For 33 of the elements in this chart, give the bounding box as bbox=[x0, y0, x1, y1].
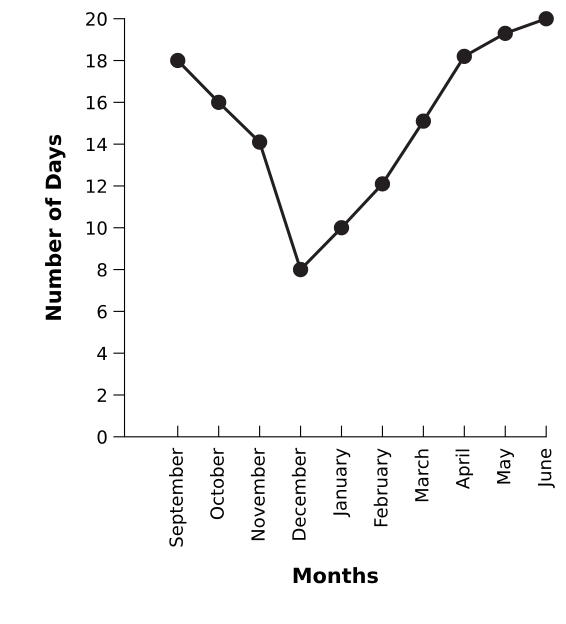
point bbox=[252, 134, 268, 150]
y-tick-label: 6 bbox=[98, 304, 107, 318]
x-tick-label: April bbox=[456, 450, 474, 490]
point bbox=[498, 26, 513, 41]
point bbox=[374, 176, 390, 192]
y-tick-label: 8 bbox=[98, 263, 107, 277]
x-tick-label: June bbox=[538, 448, 555, 488]
y-tick-label: 18 bbox=[86, 54, 107, 68]
point bbox=[170, 52, 186, 68]
y-tick-label: 2 bbox=[98, 388, 106, 402]
y-tick-label: 20 bbox=[86, 12, 107, 26]
x-axis-title: Months bbox=[294, 567, 378, 584]
y-tick-label: 12 bbox=[86, 179, 106, 193]
y-tick-label: 16 bbox=[86, 96, 107, 110]
x-tick-label: September bbox=[169, 448, 186, 547]
point bbox=[416, 114, 432, 129]
y-tick-label: 0 bbox=[98, 430, 107, 444]
x-tick-label: May bbox=[497, 448, 514, 484]
x-tick-label: December bbox=[292, 448, 306, 540]
point bbox=[334, 220, 350, 236]
x-tick-label: October bbox=[210, 448, 224, 520]
point bbox=[456, 48, 472, 64]
y-axis-title: Number of Days bbox=[45, 134, 66, 320]
y-tick-label: 10 bbox=[86, 221, 107, 235]
point bbox=[538, 11, 554, 26]
y-tick-label: 14 bbox=[86, 138, 107, 152]
y-tick-label: 4 bbox=[97, 346, 107, 360]
x-tick-label: February bbox=[374, 448, 392, 526]
point bbox=[211, 94, 226, 110]
x-tick-label: January bbox=[333, 448, 350, 518]
point bbox=[292, 262, 308, 278]
x-tick-label: November bbox=[250, 448, 265, 540]
x-tick-label: March bbox=[414, 449, 429, 502]
